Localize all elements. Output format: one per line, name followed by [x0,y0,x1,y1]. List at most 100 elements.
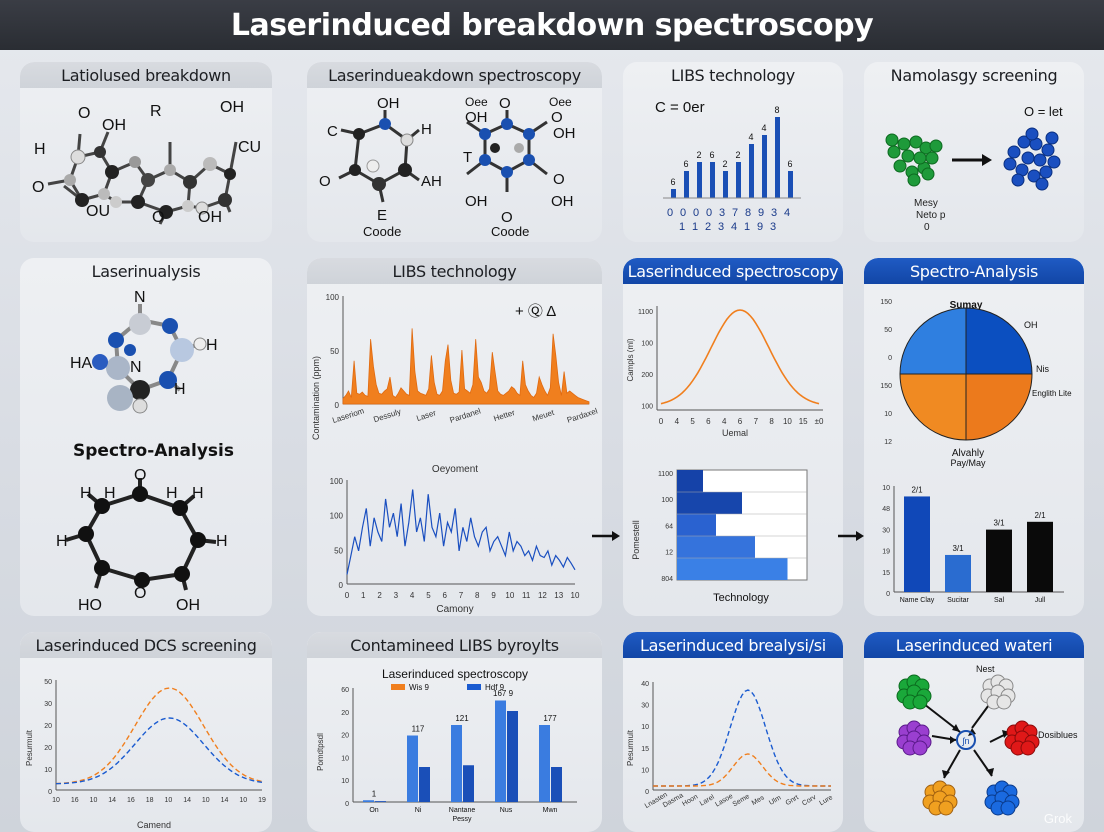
pie-slice [965,373,1033,441]
atom-label: HO [78,597,102,614]
x-tick-label: 9 [491,591,496,600]
atom-label: O [553,171,565,188]
atom-label: Oee [549,95,572,109]
tick-label: 0 [693,207,699,219]
bar [671,189,676,198]
panel-title: Namolasgy screening [890,65,1058,85]
legend-swatch-orange [391,684,405,690]
x-tick-label: Sucitar [947,597,969,604]
bar-series-1 [495,700,506,802]
orange-dashed-curve [55,687,263,785]
y-tick-label: 64 [665,523,673,530]
y-tick-label: 30 [44,701,52,708]
subtitle: Spectro-Analysis [73,441,234,461]
panel-dcs-screening: Laserinduced DCS screening Pesurmult Cam… [20,632,272,832]
bar [1027,521,1053,592]
panel-title: Laserinualysis [91,261,201,281]
x-axis-label: Technology [713,592,769,604]
y-tick-label: 30 [641,703,649,710]
arrow-icon [856,531,864,541]
blue-particle [1035,177,1049,191]
x-tick-label: 19 [258,797,266,804]
tick-label: 1 [744,221,750,233]
tick-label: 0 [706,207,712,219]
y-tick-label: 1100 [658,471,673,478]
y-tick-label: 10 [882,485,890,492]
blue-dashed-curve [653,689,831,787]
x-tick-label: 5 [690,417,695,426]
tick-label: 2 [705,221,711,233]
x-tick-label: 13 [554,591,563,600]
x-tick-label: Laser [415,408,437,423]
atom-label: H [56,533,68,550]
atom-label: OH [198,209,222,226]
orange-cluster [938,800,954,816]
bar-value-label: 4 [748,132,753,142]
bar-series-1 [451,725,462,802]
pie-caption: Alvahly [952,448,984,459]
y-tick-label: 0 [48,789,52,796]
x-tick-label: 7 [459,591,464,600]
atom-label: OH [551,193,574,210]
spectrum-line [346,489,576,575]
orange-dashed-curve [653,753,831,787]
panel-title: Latiolused breakdown [20,62,272,88]
panel-title: Laserinduced brealysi/si [623,632,843,658]
atom-label: C [327,123,338,140]
x-tick-label: 8 [475,591,480,600]
page-title: Laserinduced breakdown spectroscopy [230,7,874,43]
y-tick-label: 100 [330,512,344,521]
bar [762,135,767,198]
bar [736,162,741,198]
atom-label: O [134,585,146,602]
blue-particle [1003,157,1017,171]
x-tick-label: Lure [818,794,834,807]
bar-value-label: 177 [543,714,557,723]
bar-value-label: 2 [722,159,727,169]
y-tick-label: 100 [330,477,344,486]
x-tick-label: 4 [722,417,727,426]
spectrum-area [342,328,590,405]
chart-title: Oeyoment [432,464,478,475]
blue-particle [1041,143,1055,157]
bar-value-label: 6 [709,150,714,160]
blue-cluster [1000,800,1016,816]
tick-label: 3 [771,207,777,219]
x-tick-label: 12 [538,591,547,600]
bar [775,117,780,198]
x-tick-label: Nus [500,807,513,814]
x-tick-label: 0 [659,417,664,426]
atom-label: H [174,381,186,398]
formula-label: O = let [1024,104,1063,119]
green-particle [907,173,921,187]
arrow-head [982,154,992,166]
tick-label: 3 [770,221,776,233]
x-tick-label: On [369,807,378,814]
bar [710,162,715,198]
y-tick-label: 150 [880,383,892,390]
bar-value-label: 2 [696,150,701,160]
y-axis-label: Pesurmult [626,729,635,766]
bar [986,529,1012,592]
y-tick-label: 10 [341,778,349,785]
tick-label: 8 [745,207,751,219]
atom-label: H [34,141,46,158]
x-tick-label: Dessuly [372,407,402,424]
y-tick-label: 100 [641,341,653,348]
panel-libs-technology-spectra: LIBS technology + Ⓠ Δ Contamination (ppm… [307,258,602,616]
x-tick-label: ±0 [815,417,824,426]
slice-label: Englith Lite [1032,389,1072,398]
y-tick-label: 0 [345,801,349,808]
y-axis-label: Pesurmult [25,729,34,766]
atom-label: OH [102,117,126,134]
purple-cluster [912,740,928,756]
bar-series-2 [463,765,474,802]
y-tick-label: 40 [641,681,649,688]
x-tick-label: Gnrt [785,794,800,807]
y-tick-label: 804 [661,576,673,583]
bar-value-label: 2 [735,150,740,160]
y-tick-label: 0 [886,591,890,598]
y-axis-label: Contamination (ppm) [311,356,321,440]
